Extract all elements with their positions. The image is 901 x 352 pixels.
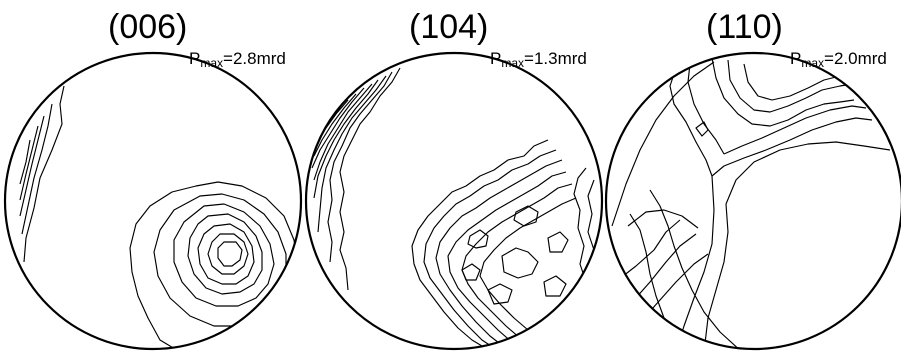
contour-lines-104 (311, 67, 597, 349)
plane-label-104: (104) (409, 8, 488, 46)
pmax-label-006: Pmax=2.8mrd (189, 49, 286, 70)
contour-lines-110 (611, 57, 891, 349)
pole-figure-circle-110 (604, 51, 901, 351)
pmax-label-110: Pmax=2.0mrd (790, 49, 887, 70)
pole-figure-circle-006 (3, 51, 303, 351)
pmax-label-104: Pmax=1.3mrd (490, 49, 587, 70)
plane-label-110: (110) (706, 8, 783, 46)
contour-lines-006 (19, 85, 301, 349)
plane-label-006: (006) (108, 8, 187, 46)
pole-figure-110: (110) Pmax=2.0mrd (604, 8, 901, 351)
pole-figure-006: (006) Pmax=2.8mrd (3, 8, 303, 351)
pole-figure-104: (104) Pmax=1.3mrd (304, 8, 604, 351)
pole-figure-circle-104 (304, 51, 604, 351)
